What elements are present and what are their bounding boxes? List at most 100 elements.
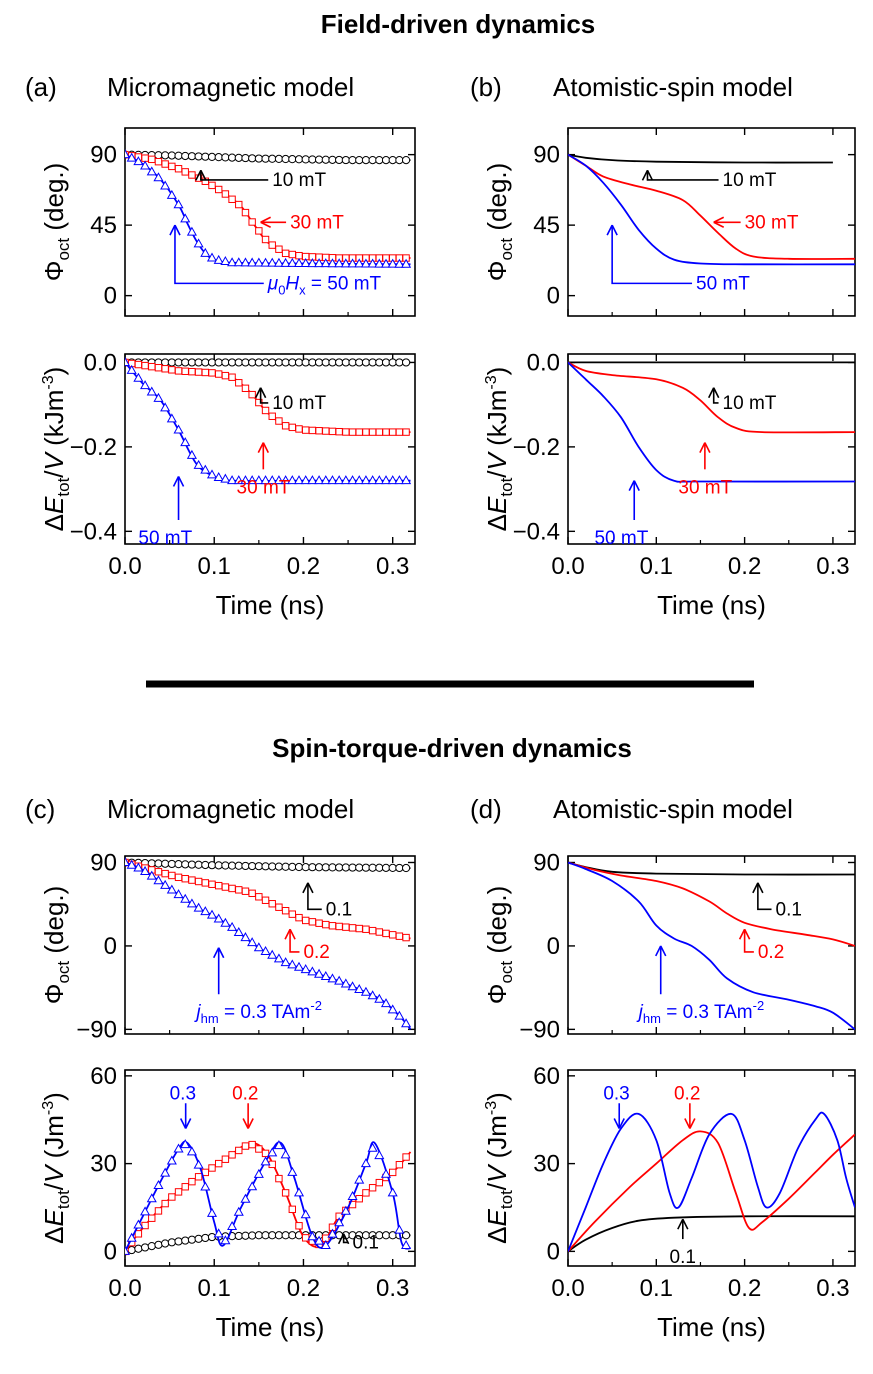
ann-sub: hm xyxy=(201,1011,219,1026)
data-point xyxy=(187,860,197,869)
data-point xyxy=(254,862,263,871)
data-point xyxy=(248,218,256,226)
y-label-sub: oct xyxy=(497,238,516,261)
data-point xyxy=(125,1245,131,1255)
data-point xyxy=(268,862,277,871)
y-label-part: E xyxy=(482,1208,512,1226)
data-point xyxy=(301,426,310,434)
data-point xyxy=(147,1242,156,1251)
data-point xyxy=(387,475,398,485)
data-point xyxy=(375,358,384,367)
data-point xyxy=(368,156,377,165)
data-point xyxy=(154,364,163,372)
plot-frame xyxy=(124,855,416,1035)
data-point xyxy=(381,156,391,165)
data-point xyxy=(133,156,144,166)
y-label-sup: -3 xyxy=(483,375,500,389)
data-point xyxy=(174,860,183,869)
data-point xyxy=(275,245,283,253)
data-point xyxy=(314,968,325,978)
x-tick-label: 0.3 xyxy=(376,1275,409,1302)
data-point xyxy=(194,877,203,886)
data-point xyxy=(268,241,276,249)
y-tick-label: 60 xyxy=(533,1063,560,1090)
data-point xyxy=(173,889,184,899)
y-tick-label: −0.2 xyxy=(513,434,560,461)
annotation-arrow xyxy=(307,882,322,911)
y-label-part: / xyxy=(482,1182,512,1190)
data-point xyxy=(213,254,224,264)
annotation: 0.3 xyxy=(603,1083,630,1129)
annotation-label: 0.2 xyxy=(674,1083,700,1104)
data-point xyxy=(280,1149,291,1159)
data-point xyxy=(287,1166,298,1176)
ann-sub: x xyxy=(299,282,306,297)
ann-sup: -2 xyxy=(310,998,322,1013)
data-point xyxy=(146,386,157,396)
y-label-part: E xyxy=(39,1208,69,1226)
annotation-arrow xyxy=(174,225,264,285)
data-point xyxy=(261,358,270,367)
chart-a_phi: (a) Micromagnetic model 0 45 90 Φoct (deg.) 10… xyxy=(25,72,416,317)
data-point xyxy=(153,392,164,402)
data-point xyxy=(174,358,183,367)
y-tick-label: 0 xyxy=(547,283,560,310)
data-point xyxy=(401,156,411,165)
annotation-arrowhead xyxy=(707,387,720,399)
x-axis-label: Time (ns) xyxy=(657,590,766,620)
y-axis-label: ΔEtot/V (Jm-3) xyxy=(482,1092,516,1244)
data-point xyxy=(261,154,270,163)
data-point xyxy=(201,879,210,887)
data-point xyxy=(374,475,385,485)
data-point xyxy=(273,257,284,267)
data-point xyxy=(166,1155,177,1165)
x-tick-label: 0.0 xyxy=(108,553,141,580)
y-tick-label: 30 xyxy=(90,1151,117,1178)
data-point xyxy=(315,427,323,435)
data-point xyxy=(308,155,317,164)
data-point xyxy=(314,155,324,164)
y-label-part: V xyxy=(482,450,512,470)
plot-area xyxy=(125,356,412,485)
data-point xyxy=(387,1004,398,1014)
data-point xyxy=(146,166,157,176)
data-point xyxy=(214,358,223,367)
data-point xyxy=(140,1243,150,1252)
data-point xyxy=(360,1158,371,1168)
annotation-arrow xyxy=(757,882,772,911)
data-point xyxy=(208,880,216,888)
data-point xyxy=(161,365,169,373)
data-point xyxy=(140,865,151,875)
annotation-arrowhead xyxy=(179,1118,192,1129)
annotation-arrowhead xyxy=(713,216,725,228)
data-point xyxy=(228,884,236,893)
data-point xyxy=(227,861,237,870)
annotation: 50 mT xyxy=(594,480,649,549)
data-point xyxy=(362,925,370,933)
data-point xyxy=(254,358,263,367)
data-point xyxy=(294,358,304,367)
data-point xyxy=(355,863,364,872)
data-point xyxy=(307,258,318,268)
data-point xyxy=(347,1190,358,1201)
chart-d_phi: (d) Atomistic-spin model −90 0 90 Φoct (deg.)… xyxy=(470,794,856,1043)
data-point xyxy=(401,863,411,873)
data-point xyxy=(181,151,190,161)
y-label-part: Δ xyxy=(482,1226,512,1243)
y-label-part: (deg.) xyxy=(482,886,512,961)
data-point xyxy=(220,256,231,266)
data-point xyxy=(253,257,264,267)
annotation: 0.2 xyxy=(232,1083,258,1129)
data-point xyxy=(193,1159,204,1169)
annotation-arrowhead xyxy=(257,442,270,454)
data-point xyxy=(125,856,131,866)
data-point xyxy=(335,427,343,436)
data-point xyxy=(335,358,344,367)
y-label-part: / xyxy=(39,470,69,478)
data-point xyxy=(201,358,210,367)
data-point xyxy=(188,1177,196,1186)
annotation-arrowhead xyxy=(684,1118,696,1129)
data-point xyxy=(181,168,189,176)
plot-area xyxy=(125,856,412,1030)
y-tick-label: 0 xyxy=(547,1238,560,1265)
